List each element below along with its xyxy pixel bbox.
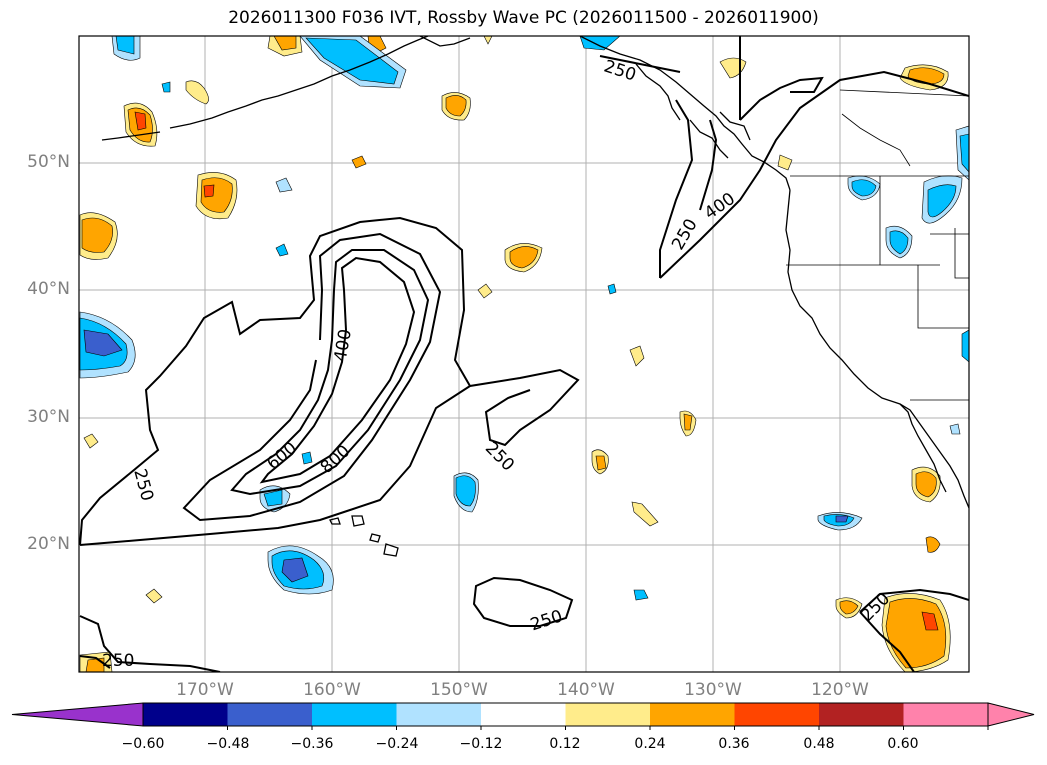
ivt-contours <box>79 36 969 672</box>
colorbar-segment <box>143 703 228 726</box>
lon-label-140w: 140°W <box>557 680 615 700</box>
colorbar-segment <box>734 703 820 726</box>
colorbar-segment <box>819 703 904 726</box>
lon-label-160w: 160°W <box>303 680 361 700</box>
colorbar-tick-label: 0.48 <box>803 736 835 752</box>
colorbar-tick-label: −0.36 <box>290 736 334 752</box>
negative-anomaly-blobs <box>79 36 969 601</box>
colorbar-tick-label: −0.24 <box>375 736 419 752</box>
positive-anomaly-blobs <box>79 36 951 672</box>
colorbar-segment <box>227 703 313 726</box>
lat-label-50n: 50°N <box>27 152 70 172</box>
colorbar-extend-right <box>987 702 1035 727</box>
lat-label-30n: 30°N <box>27 407 70 427</box>
state-borders <box>786 89 969 401</box>
lat-label-20n: 20°N <box>27 534 70 554</box>
colorbar-tick-label: −0.48 <box>206 736 250 752</box>
gridlines <box>79 36 969 672</box>
contour-label: 250 <box>102 651 134 671</box>
colorbar-segment <box>650 703 735 726</box>
colorbar-tick-label: 0.36 <box>718 736 750 752</box>
lat-label-40n: 40°N <box>27 279 70 299</box>
colorbar-extend-left <box>11 702 144 727</box>
colorbar <box>11 702 1035 730</box>
colorbar-tick-label: 0.60 <box>887 736 919 752</box>
colorbar-tick-label: 0.24 <box>634 736 666 752</box>
plot-frame <box>78 35 970 673</box>
lon-label-170w: 170°W <box>176 680 234 700</box>
map-title: 2026011300 F036 IVT, Rossby Wave PC (202… <box>228 8 819 28</box>
lon-label-120w: 120°W <box>811 680 869 700</box>
lon-label-130w: 130°W <box>684 680 742 700</box>
colorbar-tick-label: 0.12 <box>549 736 581 752</box>
colorbar-segment <box>565 703 651 726</box>
lon-label-150w: 150°W <box>430 680 488 700</box>
colorbar-segment <box>481 703 566 726</box>
colorbar-tick-label: −0.12 <box>459 736 503 752</box>
plot-area <box>79 36 969 672</box>
colorbar-tick-label: −0.60 <box>121 736 165 752</box>
colorbar-segment <box>312 703 397 726</box>
colorbar-segment <box>903 703 989 726</box>
colorbar-segment <box>396 703 482 726</box>
